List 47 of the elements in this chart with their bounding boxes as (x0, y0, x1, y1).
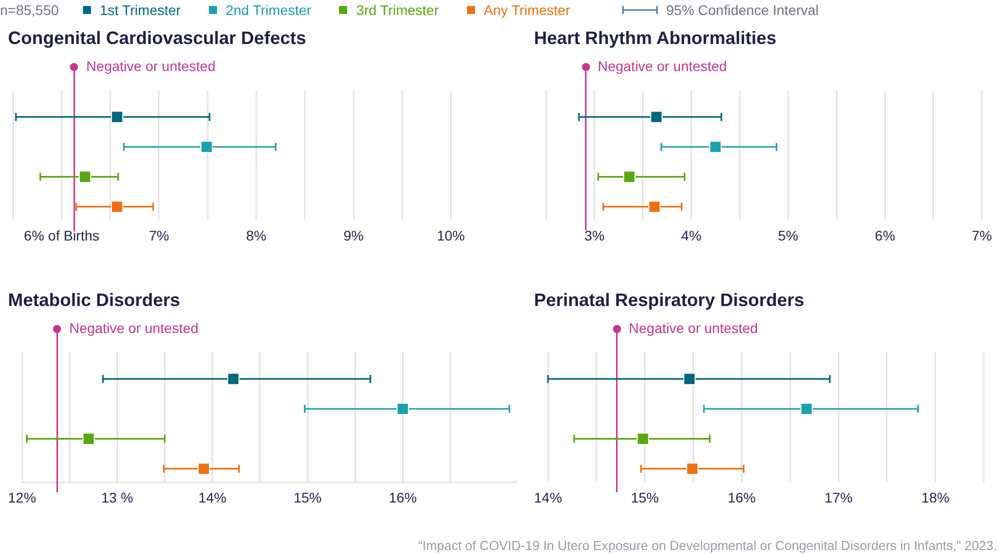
ref-line-label: Negative or untested (86, 58, 216, 74)
x-tick-label: 4% (681, 227, 702, 244)
legend-title: n=85,550 (0, 2, 59, 18)
x-tick-label: 6% of Births (24, 227, 100, 244)
point (82, 432, 95, 445)
point (227, 372, 240, 386)
chart-title: Metabolic Disorders (8, 289, 180, 311)
legend-label: 1st Trimester (100, 2, 181, 18)
x-tick-label: 6% (874, 227, 896, 244)
legend-label: Any Trimester (484, 2, 570, 18)
x-tick-label: 16% (728, 489, 756, 506)
chart-title: Perinatal Respiratory Disorders (534, 289, 804, 311)
point (396, 402, 409, 416)
point (686, 462, 698, 475)
x-tick-label: 8% (246, 227, 266, 244)
x-tick-label: 7% (972, 227, 992, 244)
x-tick-label: 12% (8, 489, 36, 506)
x-tick-label: 15% (630, 489, 659, 506)
ref-line-label: Negative or untested (598, 58, 727, 74)
x-tick-label: 10% (436, 227, 465, 244)
x-tick-label: 17% (824, 489, 853, 506)
point (198, 462, 210, 475)
point (683, 372, 696, 386)
text: “Impact of COVID-19 In Utero Exposure on Developmental or Congenital Disorders in Infants,” 2023. (418, 538, 997, 554)
x-tick-label: 13 % (101, 489, 134, 506)
ref-line-label: Negative or untested (628, 320, 758, 336)
x-tick-label: 16% (388, 489, 417, 506)
chart-title: Congenital Cardiovascular Defects (8, 27, 306, 49)
legend-label: 3rd Trimester (356, 2, 439, 18)
x-tick-label: 14% (198, 489, 226, 506)
x-tick-label: 18% (921, 489, 950, 506)
ref-line-label: Negative or untested (69, 320, 198, 336)
x-tick-label: 9% (343, 227, 364, 244)
point (709, 140, 722, 154)
point (648, 200, 661, 213)
x-tick-label: 15% (294, 489, 322, 506)
point (650, 110, 663, 124)
point (623, 170, 636, 183)
chart-title: Heart Rhythm Abnormalities (534, 27, 776, 49)
x-tick-label: 3% (584, 227, 605, 244)
text: 95% Confidence Interval (666, 2, 819, 18)
legend-label: 2nd Trimester (226, 2, 312, 18)
point (636, 432, 650, 445)
x-tick-label: 14% (534, 489, 562, 506)
x-tick-label: 7% (148, 227, 170, 244)
point (800, 402, 813, 416)
x-tick-label: 5% (778, 227, 798, 244)
